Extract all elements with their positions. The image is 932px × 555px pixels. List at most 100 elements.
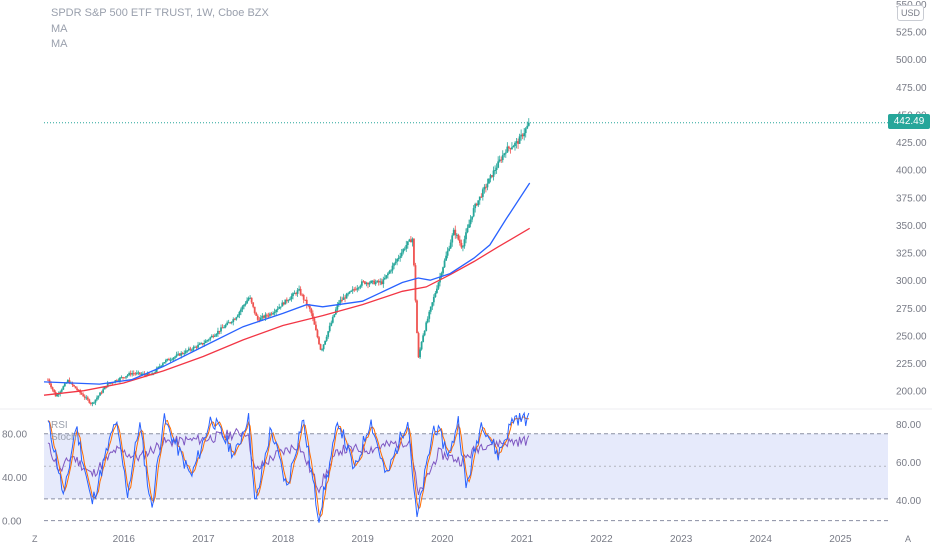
candle-body [247,298,250,301]
candle-body [374,282,377,285]
candle-body [62,386,65,390]
candle-body [518,136,521,144]
candle-body [261,315,264,318]
candle-body [477,200,480,206]
candle-body [267,315,270,317]
candle-body [250,297,253,303]
candle-body [178,353,181,356]
candle-body [498,159,501,162]
candle-body [213,335,216,337]
candle-body [207,339,210,341]
candle-body [357,287,360,289]
rsi-left-axis-tick: 0.00 [2,517,22,528]
candle-body [105,387,108,389]
candle-body [186,350,189,352]
candle-body [191,349,193,351]
candle-body [365,282,368,284]
candle-body [423,330,426,336]
candle-body [362,281,365,283]
rsi-label[interactable]: RSI [51,420,68,431]
candle-body [380,281,383,285]
price-axis-tick: 350.00 [896,221,927,232]
candle-body [342,297,345,300]
candle-body [256,315,259,320]
ma-indicator-label-2[interactable]: MA [51,38,68,50]
candle-body [494,169,496,171]
candle-body [262,315,265,318]
auto-scale-button[interactable]: A [905,534,912,544]
candle-body [289,299,291,301]
candle-body [465,232,467,240]
candle-body [85,397,88,399]
candle-body [158,366,161,368]
candle-body [66,380,69,383]
candle-body [278,306,281,309]
candle-body [160,365,163,367]
candle-body [244,303,247,305]
candle-body [486,183,489,188]
time-axis-tick: 2021 [511,534,534,545]
candle-body [184,350,187,354]
candle-body [270,313,273,315]
time-axis-tick: 2016 [113,534,136,545]
candle-body [198,343,201,345]
candle-body [333,314,336,318]
ma-indicator-label-1[interactable]: MA [51,22,68,35]
candle-body [367,282,369,285]
candle-body [364,281,366,284]
time-axis-tick: 2020 [431,534,454,545]
candle-body [475,203,478,206]
candle-body [429,306,432,312]
candle-body [416,300,418,334]
candle-body [129,373,132,375]
candle-body [391,265,394,271]
candle-body [203,342,206,345]
candle-body [400,252,403,257]
candle-body [103,387,106,390]
candle-body [360,281,363,286]
candle-body [301,294,304,296]
candle-body [313,318,316,325]
candle-body [94,399,97,403]
stoch-label[interactable]: Stoch [51,432,77,443]
candle-body [466,227,469,233]
candle-body [322,344,325,350]
candle-body [114,380,117,383]
currency-button[interactable]: USD [897,5,924,21]
candle-body [414,265,417,301]
rsi-right-axis-tick: 80.00 [896,420,921,431]
candle-body [512,146,515,148]
candle-body [175,354,178,357]
candle-body [174,356,176,358]
candle-body [233,319,236,321]
candle-body [269,313,271,316]
candle-body [125,376,127,378]
candle-body [194,346,196,348]
candle-body [339,299,342,303]
candle-body [422,335,425,342]
candle-body [440,273,443,277]
candle-body [315,324,317,331]
candle-body [403,248,406,250]
candle-body [220,327,222,332]
candle-body [382,279,385,285]
candle-body [60,389,63,392]
candle-body [428,311,431,319]
candle-body [56,394,59,397]
rsi-right-axis-tick: 60.00 [896,458,921,469]
candle-body [180,352,183,356]
timezone-button[interactable]: Z [32,534,38,544]
candle-body [266,314,268,316]
rsi-right-axis-tick: 40.00 [896,496,921,507]
last-price-tag: 442.49 [888,114,930,129]
symbol-title[interactable]: SPDR S&P 500 ETF TRUST, 1W, Cboe BZX [51,7,269,19]
candle-body [128,373,131,376]
candle-body [47,379,49,381]
candle-body [296,290,299,294]
time-axis-tick: 2025 [829,534,852,545]
candle-body [177,353,180,355]
candle-body [80,392,83,395]
candle-body [106,383,109,388]
